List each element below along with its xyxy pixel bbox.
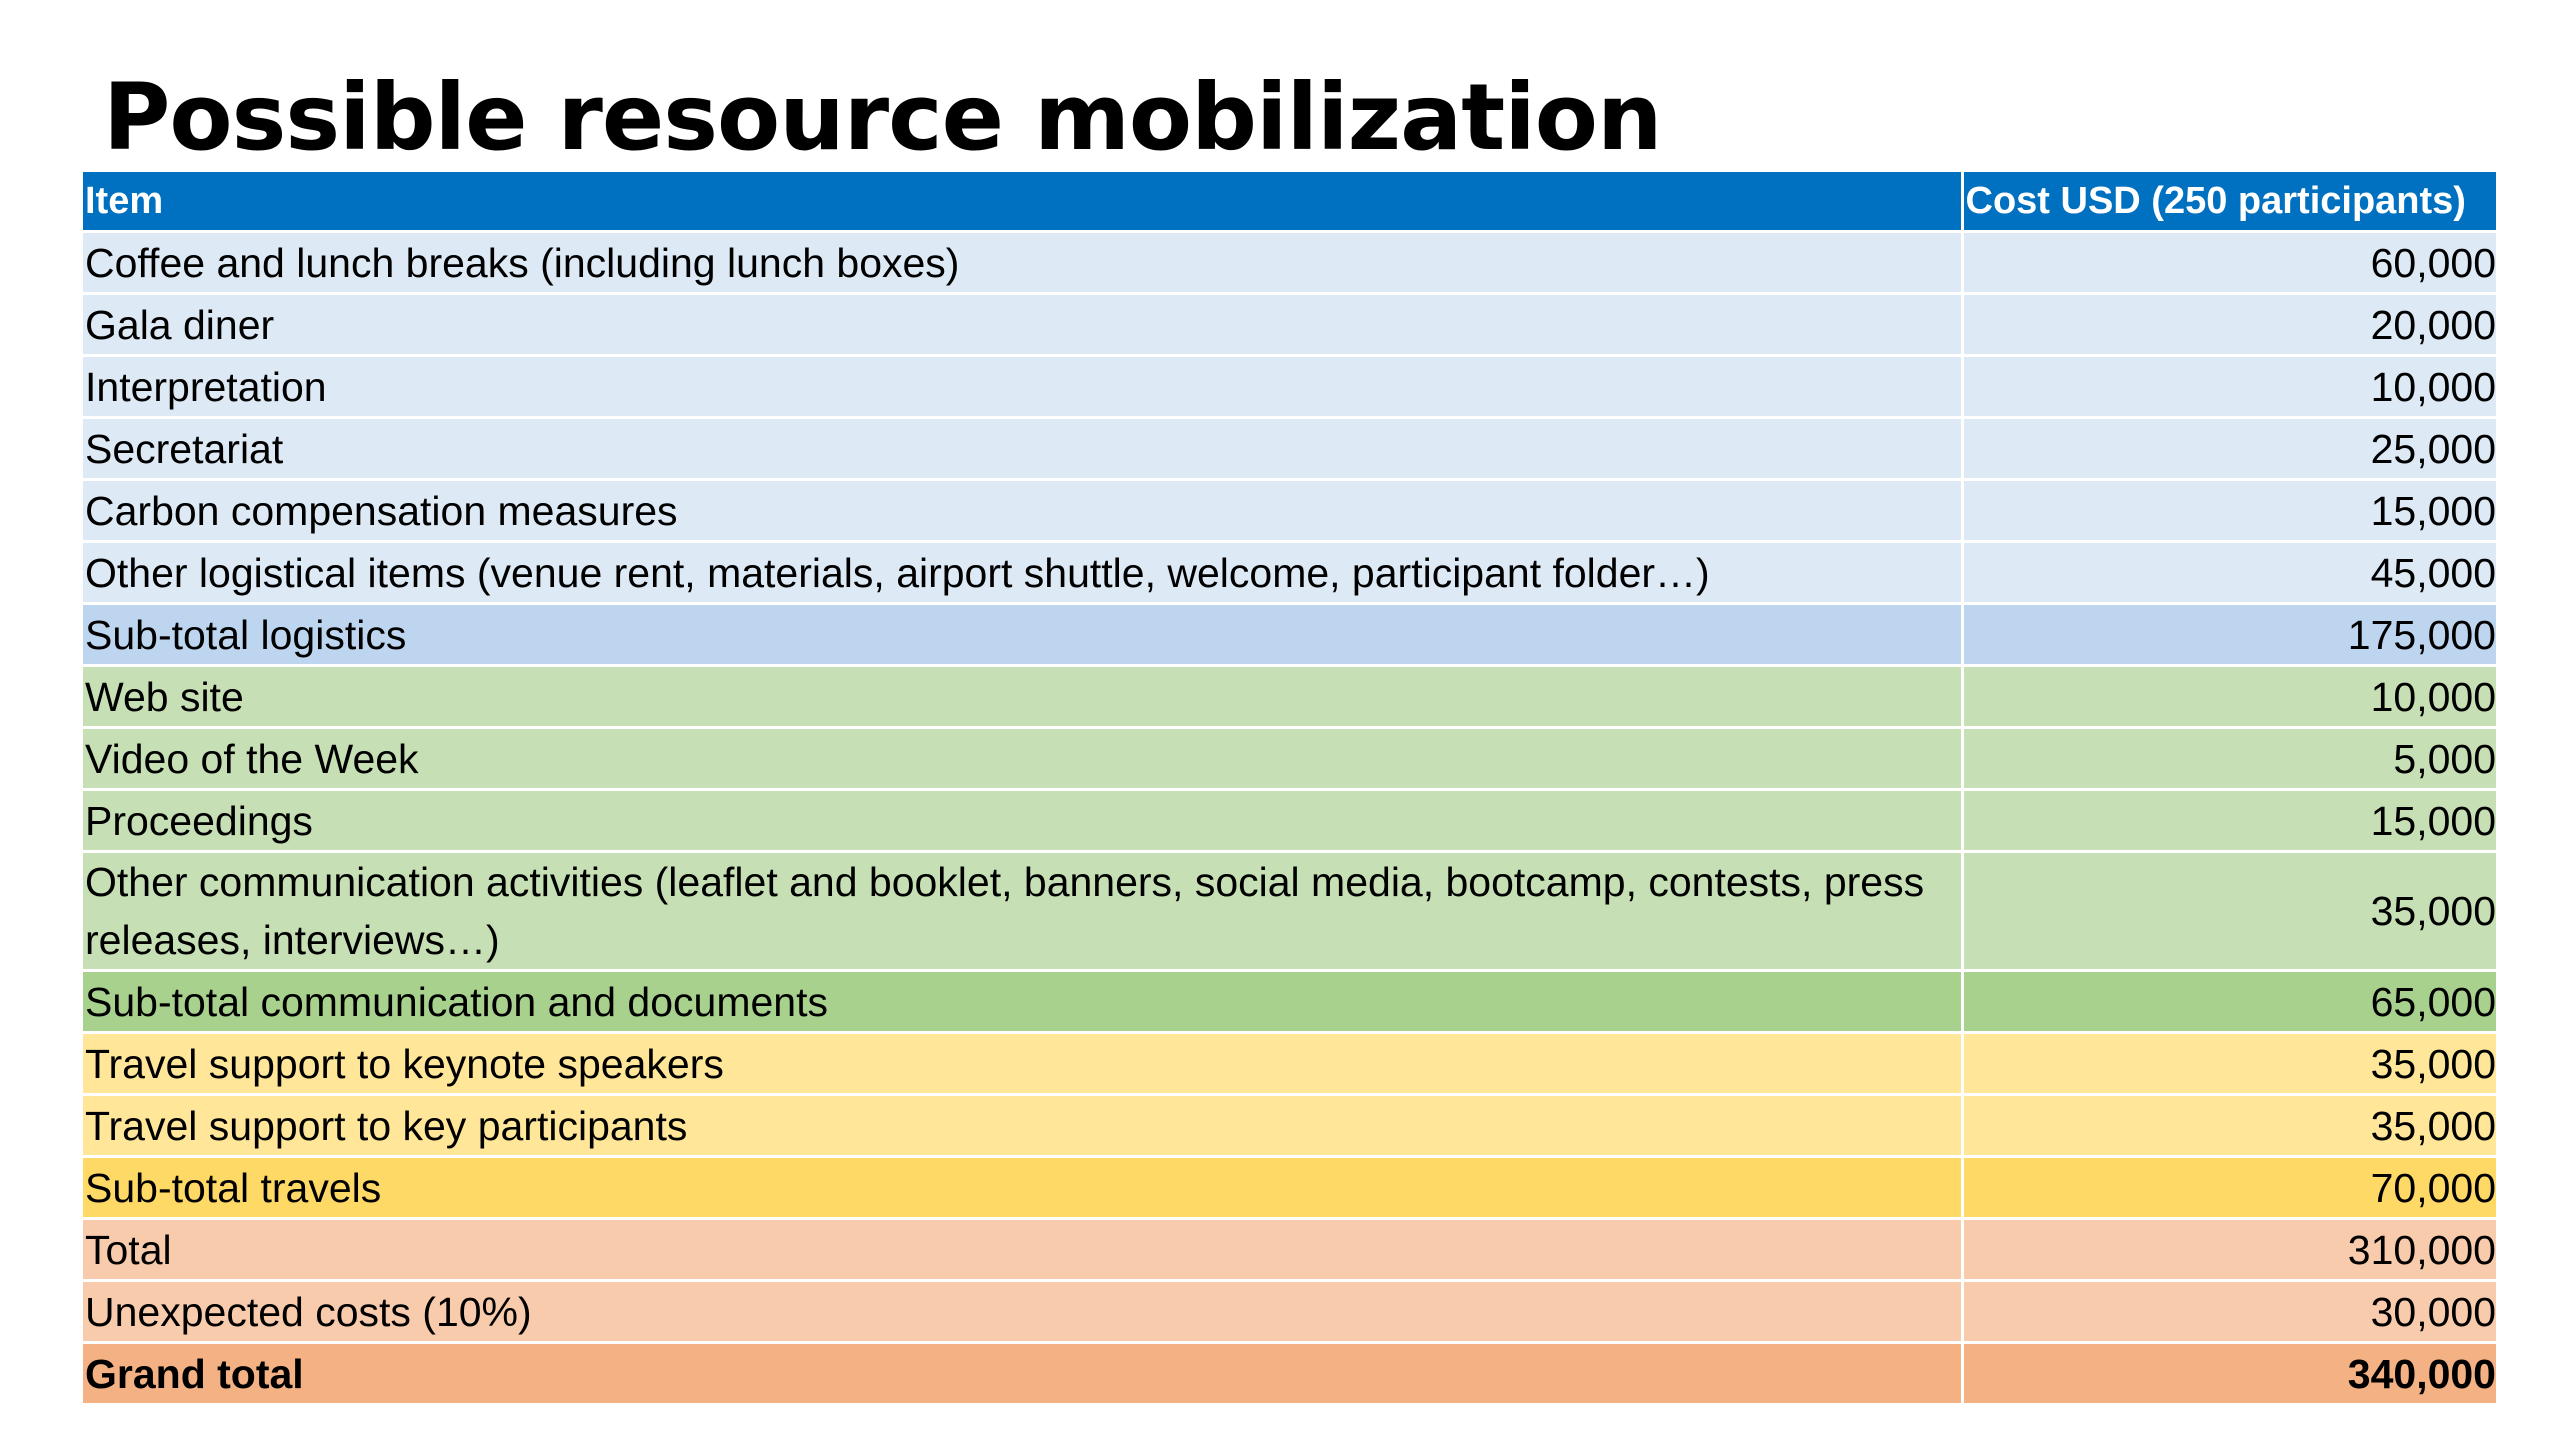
row-item: Coffee and lunch breaks (including lunch… bbox=[83, 231, 1964, 295]
table-row: Travel support to key participants 35,00… bbox=[83, 1094, 2496, 1158]
row-cost: 20,000 bbox=[1962, 293, 2496, 357]
grand-total-row: Grand total 340,000 bbox=[83, 1342, 2496, 1406]
row-cost: 5,000 bbox=[1962, 727, 2496, 791]
row-item: Sub-total logistics bbox=[83, 603, 1964, 667]
row-cost: 310,000 bbox=[1962, 1218, 2496, 1282]
table-row: Other communication activities (leaflet … bbox=[83, 851, 2496, 972]
row-item: Interpretation bbox=[83, 355, 1964, 419]
row-item: Travel support to key participants bbox=[83, 1094, 1964, 1158]
unexpected-costs-row: Unexpected costs (10%) 30,000 bbox=[83, 1280, 2496, 1344]
table-row: Other logistical items (venue rent, mate… bbox=[83, 541, 2496, 605]
row-cost: 175,000 bbox=[1962, 603, 2496, 667]
row-item: Unexpected costs (10%) bbox=[83, 1280, 1964, 1344]
subtotal-row-communication: Sub-total communication and documents 65… bbox=[83, 970, 2496, 1034]
slide-title: Possible resource mobilization bbox=[103, 64, 1662, 171]
table-row: Gala diner 20,000 bbox=[83, 293, 2496, 357]
row-cost: 10,000 bbox=[1962, 355, 2496, 419]
row-item: Other communication activities (leaflet … bbox=[83, 851, 1964, 972]
row-item: Grand total bbox=[83, 1342, 1964, 1406]
table-row: Video of the Week 5,000 bbox=[83, 727, 2496, 791]
row-cost: 35,000 bbox=[1962, 1094, 2496, 1158]
table-header-row: Item Cost USD (250 participants) bbox=[83, 172, 2496, 233]
row-item: Sub-total communication and documents bbox=[83, 970, 1964, 1034]
row-cost: 15,000 bbox=[1962, 789, 2496, 853]
table-row: Travel support to keynote speakers 35,00… bbox=[83, 1032, 2496, 1096]
row-cost: 65,000 bbox=[1962, 970, 2496, 1034]
budget-table: Item Cost USD (250 participants) Coffee … bbox=[83, 172, 2496, 1406]
total-row: Total 310,000 bbox=[83, 1218, 2496, 1282]
row-item: Gala diner bbox=[83, 293, 1964, 357]
row-item: Secretariat bbox=[83, 417, 1964, 481]
row-cost: 25,000 bbox=[1962, 417, 2496, 481]
column-header-cost: Cost USD (250 participants) bbox=[1962, 172, 2496, 233]
row-cost: 10,000 bbox=[1962, 665, 2496, 729]
row-item: Web site bbox=[83, 665, 1964, 729]
table-row: Coffee and lunch breaks (including lunch… bbox=[83, 231, 2496, 295]
row-item: Video of the Week bbox=[83, 727, 1964, 791]
row-cost: 340,000 bbox=[1962, 1342, 2496, 1406]
row-cost: 35,000 bbox=[1962, 851, 2496, 972]
row-cost: 30,000 bbox=[1962, 1280, 2496, 1344]
row-item: Carbon compensation measures bbox=[83, 479, 1964, 543]
row-cost: 60,000 bbox=[1962, 231, 2496, 295]
row-cost: 35,000 bbox=[1962, 1032, 2496, 1096]
row-item: Travel support to keynote speakers bbox=[83, 1032, 1964, 1096]
table-row: Carbon compensation measures 15,000 bbox=[83, 479, 2496, 543]
table-row: Interpretation 10,000 bbox=[83, 355, 2496, 419]
table-row: Proceedings 15,000 bbox=[83, 789, 2496, 853]
row-item: Other logistical items (venue rent, mate… bbox=[83, 541, 1964, 605]
column-header-item: Item bbox=[83, 172, 1964, 233]
row-item: Sub-total travels bbox=[83, 1156, 1964, 1220]
row-item: Proceedings bbox=[83, 789, 1964, 853]
table-row: Web site 10,000 bbox=[83, 665, 2496, 729]
row-cost: 45,000 bbox=[1962, 541, 2496, 605]
subtotal-row-travels: Sub-total travels 70,000 bbox=[83, 1156, 2496, 1220]
subtotal-row-logistics: Sub-total logistics 175,000 bbox=[83, 603, 2496, 667]
table-row: Secretariat 25,000 bbox=[83, 417, 2496, 481]
row-cost: 15,000 bbox=[1962, 479, 2496, 543]
row-item: Total bbox=[83, 1218, 1964, 1282]
row-cost: 70,000 bbox=[1962, 1156, 2496, 1220]
